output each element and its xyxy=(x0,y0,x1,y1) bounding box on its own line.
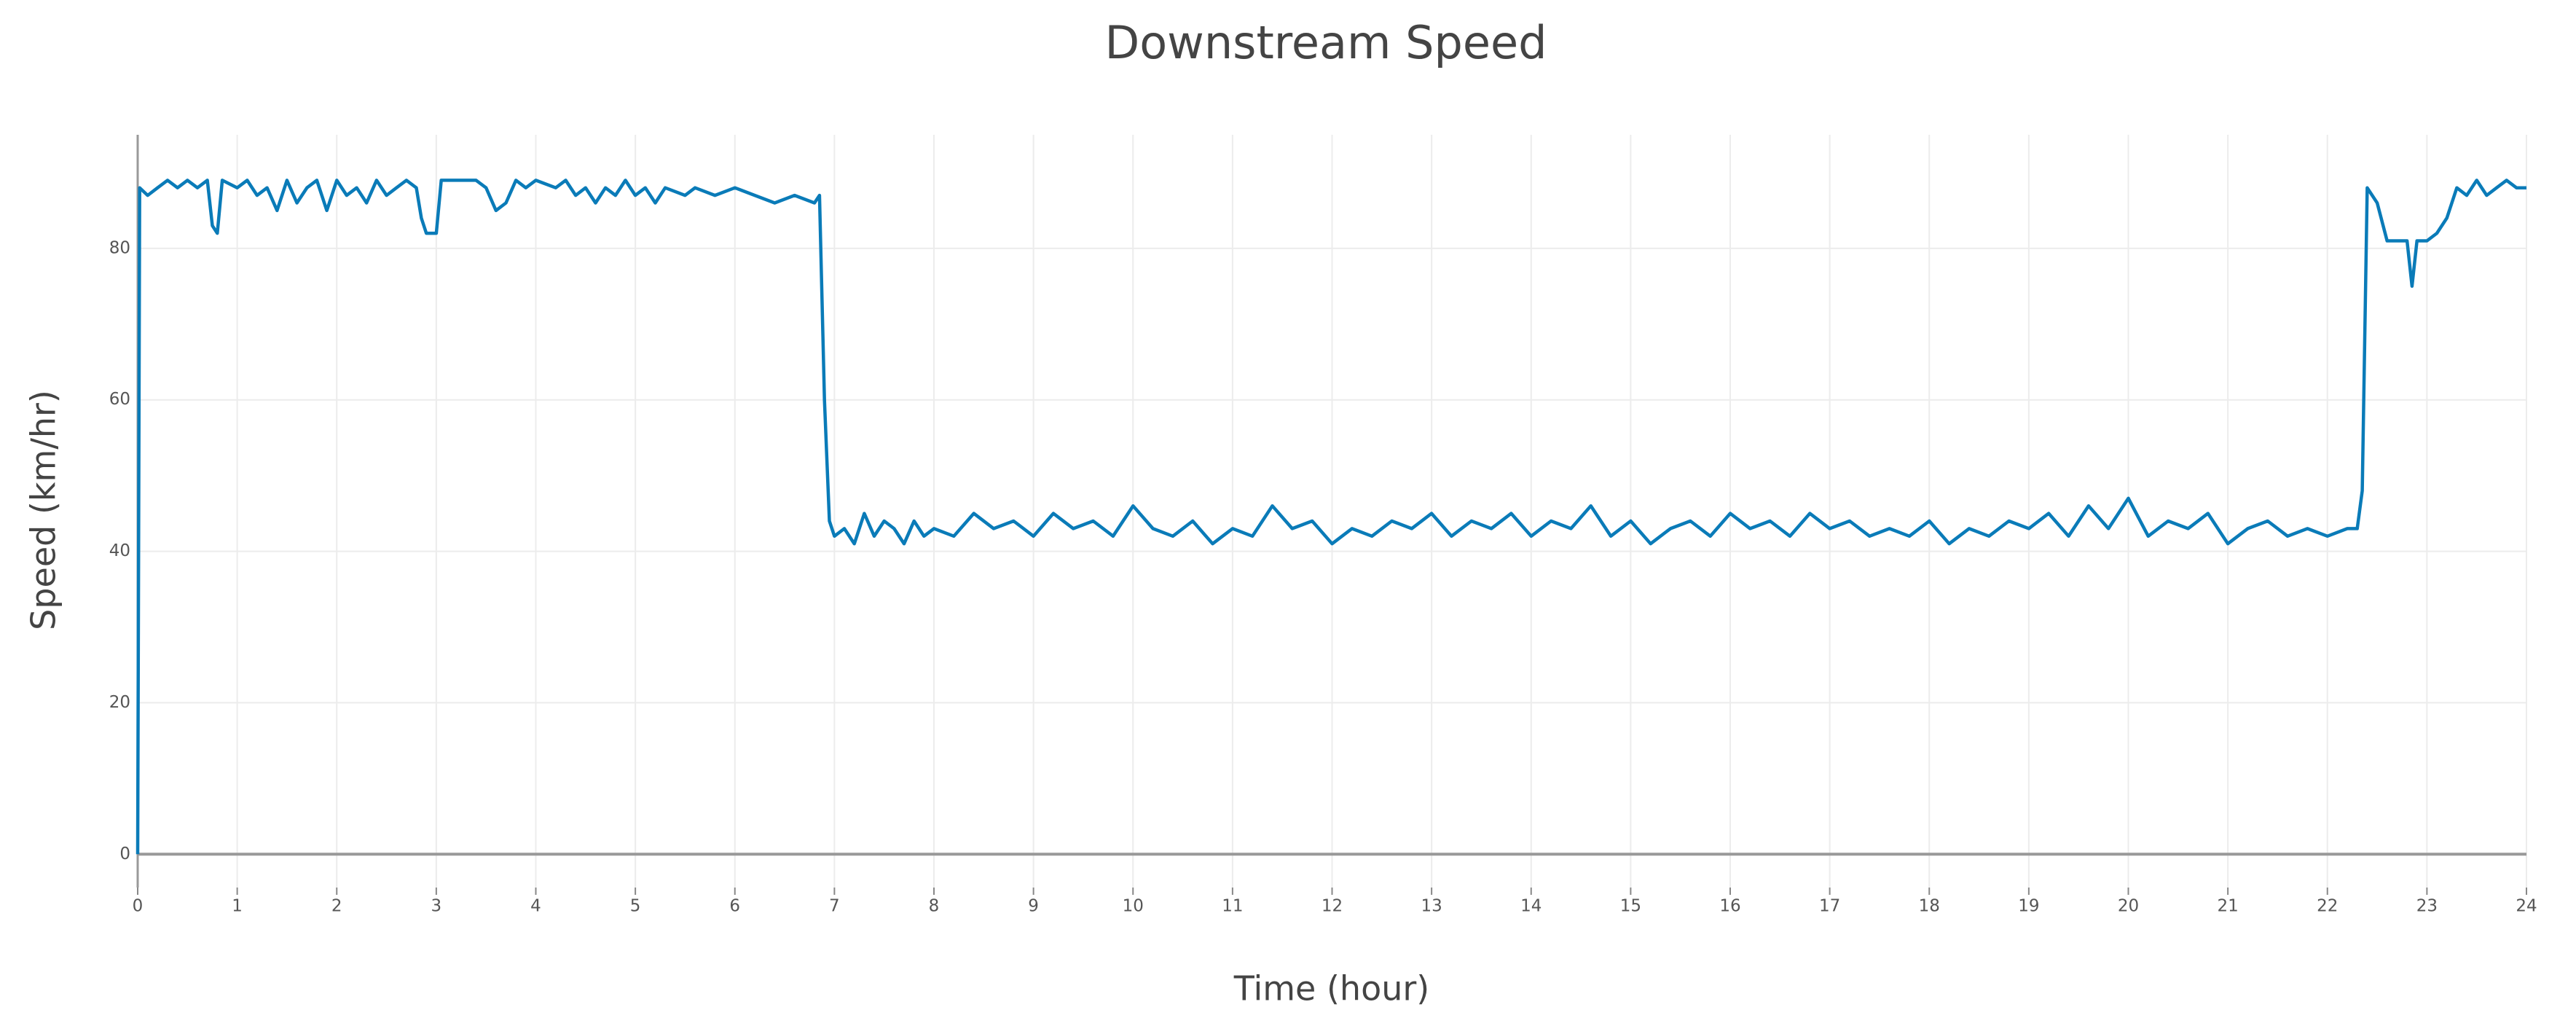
x-axis-title: Time (hour) xyxy=(1233,969,1429,1008)
x-tick-label: 7 xyxy=(829,897,840,916)
x-tick-label: 20 xyxy=(2118,897,2139,916)
x-tick-label: 18 xyxy=(1919,897,1940,916)
data-line xyxy=(136,179,2526,855)
x-tick-label: 23 xyxy=(2416,897,2438,916)
x-tick-label: 9 xyxy=(1028,897,1039,916)
x-tick-label: 11 xyxy=(1222,897,1243,916)
x-tick-label: 3 xyxy=(431,897,442,916)
y-tick-label: 0 xyxy=(119,845,130,863)
x-tick-label: 14 xyxy=(1520,897,1542,916)
x-tick-label: 13 xyxy=(1421,897,1442,916)
x-tick-label: 4 xyxy=(530,897,541,916)
x-tick-label: 22 xyxy=(2317,897,2338,916)
x-tick-label: 12 xyxy=(1322,897,1343,916)
x-tick-label: 17 xyxy=(1819,897,1840,916)
x-tick-label: 10 xyxy=(1123,897,1144,916)
x-tick-label: 0 xyxy=(133,897,144,916)
y-axis-title: Speed (km/hr) xyxy=(24,390,63,630)
y-tick-label: 40 xyxy=(109,541,130,560)
y-tick-label: 60 xyxy=(109,390,130,409)
x-tick-label: 19 xyxy=(2018,897,2039,916)
y-tick-label: 20 xyxy=(109,693,130,712)
x-tick-label: 24 xyxy=(2516,897,2537,916)
x-tick-label: 2 xyxy=(331,897,342,916)
x-tick-label: 6 xyxy=(729,897,740,916)
x-tick-label: 8 xyxy=(929,897,940,916)
x-tick-label: 1 xyxy=(232,897,243,916)
x-tick-label: 15 xyxy=(1620,897,1641,916)
chart-title: Downstream Speed xyxy=(1104,16,1547,69)
y-tick-label: 80 xyxy=(109,238,130,257)
x-tick-label: 5 xyxy=(630,897,641,916)
x-tick-label: 16 xyxy=(1719,897,1740,916)
x-tick-label: 21 xyxy=(2217,897,2238,916)
